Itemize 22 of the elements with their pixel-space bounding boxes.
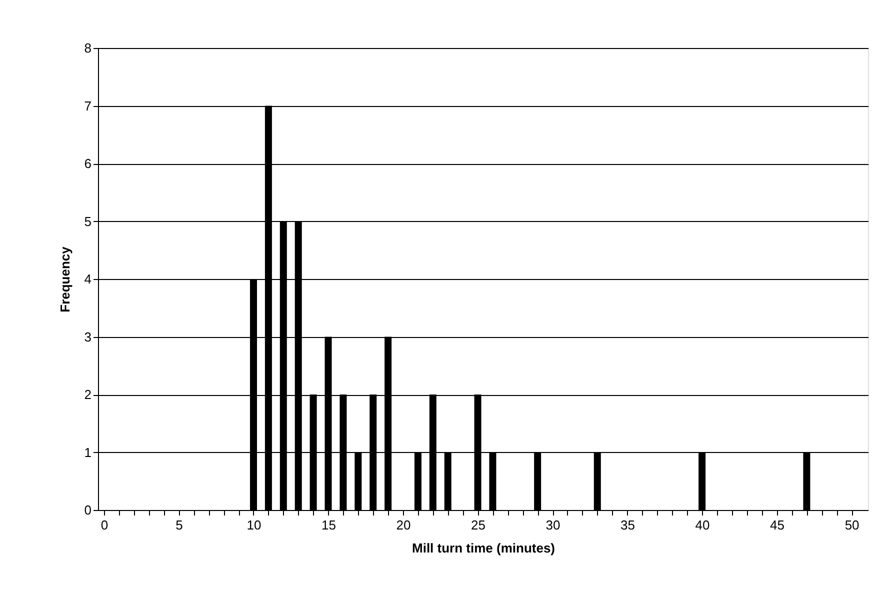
x-tick-label: 25 <box>471 518 486 532</box>
x-tick-label: 0 <box>100 518 108 532</box>
y-tick-label: 8 <box>84 40 92 56</box>
x-tick-label: 30 <box>546 518 560 532</box>
y-tick-label: 7 <box>84 98 92 114</box>
y-axis-title: Frequency <box>57 246 72 312</box>
y-tick-label: 5 <box>84 214 92 229</box>
y-tick-label: 0 <box>84 502 92 518</box>
x-tick-label: 50 <box>844 518 860 532</box>
y-tick-label: 6 <box>84 156 92 171</box>
x-tick-label: 40 <box>695 518 710 532</box>
x-tick-label: 5 <box>176 518 183 532</box>
x-tick-label: 35 <box>620 518 636 532</box>
y-tick-label: 3 <box>84 329 92 344</box>
x-tick-label: 15 <box>322 518 336 532</box>
x-tick-label: 20 <box>396 518 411 532</box>
x-tick-label: 10 <box>246 518 262 532</box>
y-tick-label: 4 <box>84 272 92 286</box>
y-tick-label: 2 <box>84 387 92 402</box>
y-tick-label: 1 <box>84 444 92 460</box>
x-axis-title: Mill turn time (minutes) <box>412 540 555 556</box>
x-tick-label: 45 <box>770 518 785 532</box>
